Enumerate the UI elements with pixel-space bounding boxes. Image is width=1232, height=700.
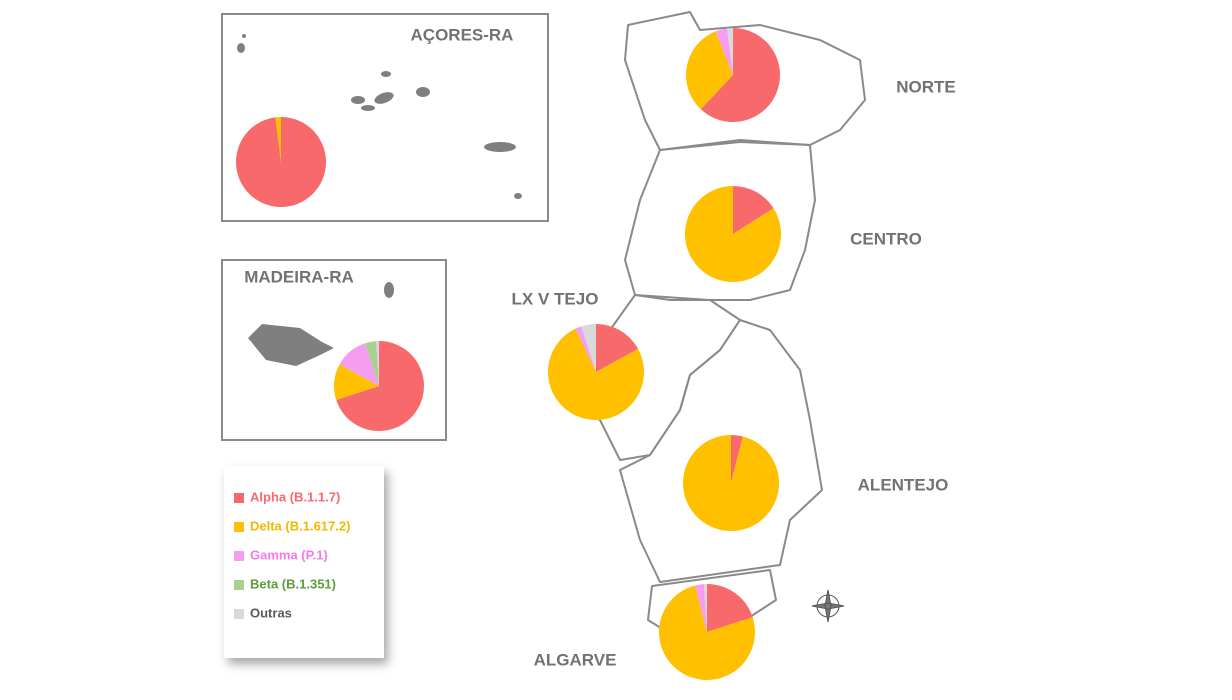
pie-slice (715, 28, 733, 75)
pie-slice (695, 584, 707, 632)
legend-label: Alpha (B.1.1.7) (250, 489, 340, 504)
pie-slice (733, 186, 774, 234)
pie-slice (575, 326, 596, 372)
legend-swatch (234, 580, 244, 590)
pie-slice (365, 341, 379, 386)
region-label: MADEIRA-RA (244, 267, 354, 286)
pie-slice (235, 117, 326, 208)
azores-islands (237, 34, 522, 199)
legend-swatch (234, 493, 244, 503)
region-label: AÇORES-RA (411, 25, 514, 44)
legend-swatch (234, 609, 244, 619)
legend-label: Beta (B.1.351) (250, 576, 336, 591)
legend-label: Gamma (P.1) (250, 547, 328, 562)
pie-slice (581, 324, 596, 372)
pie-slice (727, 28, 733, 75)
region-label: ALGARVE (534, 650, 617, 669)
legend-swatch (234, 522, 244, 532)
region-label: LX V TEJO (512, 289, 599, 308)
pie-slice (336, 341, 424, 431)
pie-slice (703, 584, 707, 632)
pie-slice (376, 341, 379, 386)
pie-slice (334, 364, 379, 400)
pie-slice (685, 186, 782, 282)
compass (811, 589, 845, 623)
pie-slice (275, 117, 281, 162)
pie-slice (707, 584, 753, 632)
region-label: ALENTEJO (858, 475, 949, 494)
region-label: NORTE (896, 77, 956, 96)
legend-box (224, 466, 384, 658)
pie-slice (685, 31, 733, 110)
legend-label: Delta (B.1.617.2) (250, 518, 350, 533)
madeira-islands (248, 282, 394, 366)
pie-slice (596, 324, 639, 372)
pie-slice (659, 585, 755, 680)
pie-slice (548, 328, 645, 420)
region-label: CENTRO (850, 229, 922, 248)
pie-slice (339, 343, 379, 386)
legend-label: Outras (250, 605, 292, 620)
legend-swatch (234, 551, 244, 561)
pie-slice (700, 28, 781, 123)
pie-slice (683, 435, 779, 532)
pie-slice (731, 435, 743, 483)
